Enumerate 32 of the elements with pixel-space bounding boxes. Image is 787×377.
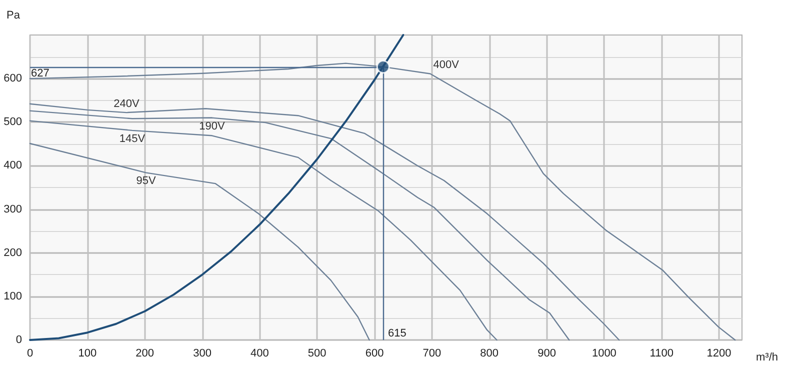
line-series — [29, 34, 404, 341]
series-label: 145V — [119, 132, 146, 145]
y-tick-label: 300 — [4, 203, 22, 216]
y-tick-label: 600 — [4, 72, 22, 85]
x-tick-label: 700 — [422, 348, 442, 360]
ref-line-label: 627 — [31, 67, 50, 80]
y-tick-label: 500 — [4, 116, 22, 128]
x-tick-label: 0 — [26, 348, 34, 360]
x-tick-label: 400 — [250, 348, 269, 360]
x-tick-label: 800 — [480, 348, 499, 360]
y-tick-label: 200 — [4, 246, 22, 259]
y-axis-title: Pa — [6, 10, 21, 22]
x-tick-label: 500 — [308, 348, 326, 360]
x-tick-label: 900 — [538, 348, 556, 360]
x-axis-title: m³/h — [756, 352, 778, 364]
x-tick-label: 600 — [365, 348, 384, 360]
y-tick-label: 0 — [16, 334, 22, 346]
x-tick-label: 300 — [193, 348, 212, 360]
y-tick-label: 100 — [4, 290, 22, 302]
x-tick-label: 1100 — [650, 348, 674, 360]
line-series — [29, 120, 498, 341]
y-tick-label: 400 — [4, 160, 22, 172]
x-tick-label: 1200 — [706, 348, 732, 360]
series-label: 95V — [136, 175, 156, 188]
x-tick-label: 200 — [136, 348, 154, 360]
ref-line-label: 615 — [388, 328, 406, 340]
series-label: 240V — [114, 98, 140, 110]
series-label: 190V — [199, 120, 226, 132]
series-label: 400V — [433, 58, 460, 71]
x-tick-label: 100 — [78, 348, 97, 360]
line-series — [29, 142, 370, 341]
x-tick-label: 1000 — [592, 348, 616, 360]
